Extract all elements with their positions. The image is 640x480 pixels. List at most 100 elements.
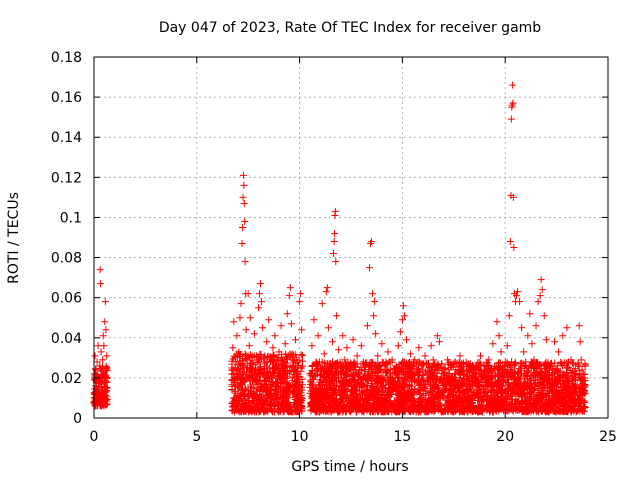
y-tick-label: 0.1 bbox=[60, 210, 82, 226]
data-point bbox=[233, 366, 241, 374]
data-point bbox=[254, 353, 262, 361]
data-point bbox=[537, 276, 545, 284]
data-point bbox=[369, 290, 377, 298]
data-point bbox=[291, 336, 299, 344]
data-point bbox=[507, 115, 515, 123]
data-point bbox=[100, 398, 108, 406]
data-point bbox=[228, 406, 236, 414]
data-point bbox=[330, 238, 338, 246]
x-tick-label: 0 bbox=[90, 429, 99, 445]
data-point bbox=[366, 264, 374, 272]
data-point bbox=[280, 385, 288, 393]
data-point bbox=[333, 395, 341, 403]
data-point bbox=[526, 310, 534, 318]
x-tick-label: 5 bbox=[192, 429, 201, 445]
data-markers bbox=[90, 81, 589, 416]
data-point bbox=[559, 332, 567, 340]
data-point bbox=[100, 371, 108, 379]
data-point bbox=[97, 348, 105, 356]
data-point bbox=[242, 352, 250, 360]
data-point bbox=[269, 344, 277, 352]
data-point bbox=[575, 322, 583, 330]
data-point bbox=[273, 374, 281, 382]
data-point bbox=[435, 338, 443, 346]
data-point bbox=[271, 365, 279, 373]
data-point bbox=[296, 298, 304, 306]
data-point bbox=[91, 385, 99, 393]
data-point bbox=[234, 402, 242, 410]
data-point bbox=[269, 369, 277, 377]
data-point bbox=[251, 390, 259, 398]
data-point bbox=[357, 342, 365, 350]
data-point bbox=[292, 400, 300, 408]
data-point bbox=[257, 395, 265, 403]
data-point bbox=[272, 379, 280, 387]
data-point bbox=[331, 207, 339, 215]
data-point bbox=[456, 352, 464, 360]
data-point bbox=[267, 402, 275, 410]
data-point bbox=[283, 354, 291, 362]
data-point bbox=[237, 300, 245, 308]
data-point bbox=[581, 362, 589, 370]
data-point bbox=[335, 346, 343, 354]
x-axis-label: GPS time / hours bbox=[291, 459, 408, 475]
data-point bbox=[517, 359, 525, 367]
data-point bbox=[294, 382, 302, 390]
data-point bbox=[528, 340, 536, 348]
data-point bbox=[101, 318, 109, 326]
data-point bbox=[555, 348, 563, 356]
data-point bbox=[260, 364, 268, 372]
data-point bbox=[239, 193, 247, 201]
data-point bbox=[242, 370, 250, 378]
data-point bbox=[101, 394, 109, 402]
data-point bbox=[378, 340, 386, 348]
data-point bbox=[274, 373, 282, 381]
data-point bbox=[277, 383, 285, 391]
data-point bbox=[279, 408, 287, 416]
data-point bbox=[324, 324, 332, 332]
data-point bbox=[330, 250, 338, 258]
data-point bbox=[233, 332, 241, 340]
data-point bbox=[282, 353, 290, 361]
data-point bbox=[407, 350, 415, 358]
data-point bbox=[269, 352, 277, 360]
data-point bbox=[505, 312, 513, 320]
data-point bbox=[532, 322, 540, 330]
data-point bbox=[238, 377, 246, 385]
data-point bbox=[244, 401, 252, 409]
y-axis-label: ROTI / TECUs bbox=[6, 192, 22, 284]
y-tick-label: 0.06 bbox=[51, 291, 82, 307]
data-point bbox=[289, 350, 297, 358]
data-point bbox=[250, 384, 258, 392]
data-point bbox=[325, 401, 333, 409]
data-point bbox=[270, 386, 278, 394]
y-tick-label: 0.08 bbox=[51, 251, 82, 267]
data-point bbox=[100, 342, 108, 350]
data-point bbox=[267, 374, 275, 382]
data-point bbox=[229, 398, 237, 406]
data-point bbox=[91, 352, 99, 360]
data-point bbox=[245, 398, 253, 406]
data-point bbox=[540, 312, 548, 320]
data-point bbox=[308, 342, 316, 350]
chart-title: Day 047 of 2023, Rate Of TEC Index for r… bbox=[159, 20, 541, 36]
data-point bbox=[238, 223, 246, 231]
data-point bbox=[230, 394, 238, 402]
data-point bbox=[242, 326, 250, 334]
data-point bbox=[394, 342, 402, 350]
data-point bbox=[371, 298, 379, 306]
data-point bbox=[294, 397, 302, 405]
data-point bbox=[455, 377, 463, 385]
data-point bbox=[277, 399, 285, 407]
data-point bbox=[318, 300, 326, 308]
data-point bbox=[343, 344, 351, 352]
data-point bbox=[229, 344, 237, 352]
data-point bbox=[242, 385, 250, 393]
x-tick-label: 15 bbox=[393, 429, 411, 445]
data-point bbox=[427, 391, 435, 399]
data-point bbox=[238, 357, 246, 365]
data-point bbox=[230, 318, 238, 326]
data-point bbox=[233, 353, 241, 361]
data-point bbox=[310, 316, 318, 324]
data-point bbox=[510, 244, 518, 252]
